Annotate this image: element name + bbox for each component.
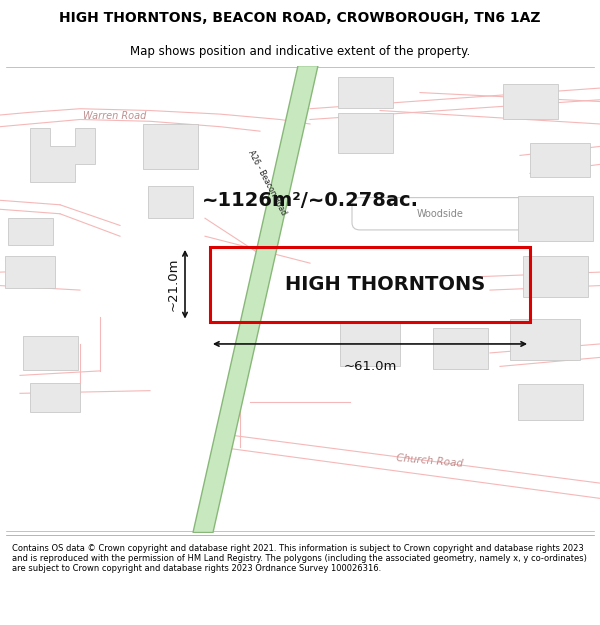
- Bar: [337, 77, 392, 108]
- Bar: [23, 336, 77, 370]
- Polygon shape: [193, 66, 318, 532]
- Bar: [523, 256, 587, 297]
- Bar: [517, 196, 593, 241]
- Bar: [510, 319, 580, 359]
- Text: Church Road: Church Road: [396, 452, 464, 469]
- Text: A26 - Beacon Road: A26 - Beacon Road: [246, 148, 288, 216]
- Text: HIGH THORNTONS, BEACON ROAD, CROWBOROUGH, TN6 1AZ: HIGH THORNTONS, BEACON ROAD, CROWBOROUGH…: [59, 11, 541, 26]
- Bar: [5, 256, 55, 288]
- Bar: [30, 384, 80, 412]
- Bar: [7, 218, 53, 245]
- Text: ~1126m²/~0.278ac.: ~1126m²/~0.278ac.: [202, 191, 419, 210]
- Polygon shape: [30, 129, 95, 182]
- Bar: [143, 124, 197, 169]
- Bar: [337, 112, 392, 153]
- Text: Woodside: Woodside: [416, 209, 463, 219]
- Bar: [148, 186, 193, 218]
- Bar: [503, 84, 557, 119]
- Bar: [340, 321, 400, 366]
- Text: Map shows position and indicative extent of the property.: Map shows position and indicative extent…: [130, 45, 470, 58]
- Bar: [517, 384, 583, 420]
- Bar: [530, 143, 590, 177]
- Bar: [433, 328, 487, 369]
- Text: HIGH THORNTONS: HIGH THORNTONS: [285, 275, 485, 294]
- Text: Contains OS data © Crown copyright and database right 2021. This information is : Contains OS data © Crown copyright and d…: [12, 544, 587, 573]
- Text: ~61.0m: ~61.0m: [343, 360, 397, 373]
- Text: ~21.0m: ~21.0m: [167, 258, 180, 311]
- Text: Warren Road: Warren Road: [83, 111, 146, 121]
